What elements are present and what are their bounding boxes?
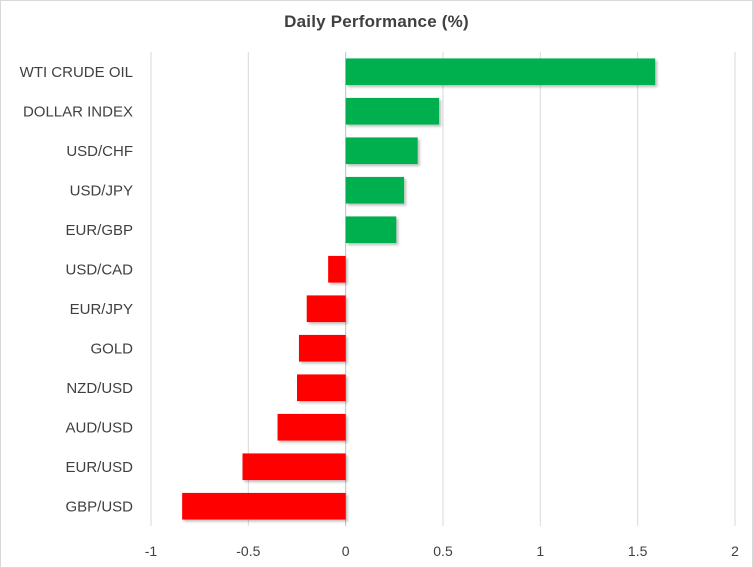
x-tick-labels: -1 -0.5 0 0.5 1 1.5 2 [145,543,739,559]
x-tick-label: 1 [536,543,544,559]
category-label: EUR/USD [65,459,133,476]
bar [298,334,346,362]
category-label: USD/JPY [70,182,133,199]
category-label: EUR/JPY [70,301,133,318]
category-label: NZD/USD [66,380,133,397]
bar [277,413,346,441]
category-label: DOLLAR INDEX [23,103,133,120]
category-label: USD/CHF [66,143,133,160]
bar [306,295,346,323]
category-label: GBP/USD [65,498,133,515]
bar [345,176,405,204]
x-tick-label: 0.5 [433,543,453,559]
category-label: EUR/GBP [65,222,133,239]
category-label: GOLD [90,340,133,357]
bar [345,216,397,244]
x-tick-label: -1 [145,543,158,559]
bar [297,374,346,402]
x-tick-label: -0.5 [236,543,260,559]
category-label: USD/CAD [65,261,133,278]
bar [345,137,418,165]
x-tick-label: 0 [342,543,350,559]
bar [328,255,346,283]
bar [242,453,346,481]
chart-title: Daily Performance (%) [284,12,469,31]
category-labels: WTI CRUDE OIL DOLLAR INDEX USD/CHF USD/JPY E… [20,64,134,516]
x-tick-label: 1.5 [628,543,648,559]
category-label: WTI CRUDE OIL [20,64,133,81]
bars [182,58,656,520]
gridlines [150,52,736,526]
bar [345,97,440,125]
bar [182,492,346,520]
category-label: AUD/USD [65,419,133,436]
x-tick-label: 2 [731,543,739,559]
bar [345,58,656,86]
